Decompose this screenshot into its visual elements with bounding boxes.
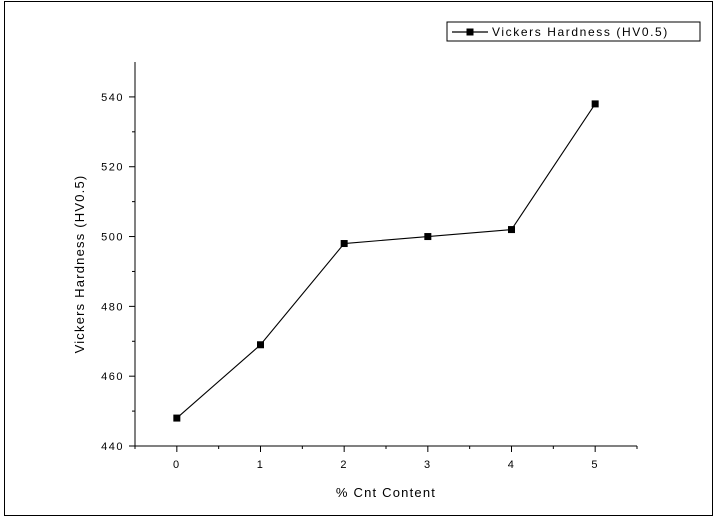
data-point-marker — [173, 414, 181, 422]
x-tick-label: 0 — [173, 459, 181, 471]
x-tick-label: 4 — [508, 459, 516, 471]
y-ticks: 440 460 480 500 520 540 — [101, 92, 135, 453]
x-ticks: 0 1 2 3 4 5 — [134, 446, 638, 471]
data-point-marker — [340, 240, 348, 248]
y-tick-label: 480 — [101, 301, 124, 313]
data-point-marker — [591, 100, 599, 108]
series-layer — [173, 100, 599, 422]
y-tick-label: 460 — [101, 371, 124, 383]
x-tick-label: 2 — [340, 459, 348, 471]
x-tick-label: 3 — [424, 459, 432, 471]
x-tick-label: 1 — [257, 459, 265, 471]
data-point-marker — [508, 226, 515, 234]
legend: Vickers Hardness (HV0.5) — [446, 21, 701, 42]
legend-marker-swatch — [466, 28, 474, 36]
y-axis-label: Vickers Hardness (HV0.5) — [72, 175, 87, 354]
x-axis-label: % Cnt Content — [336, 485, 436, 500]
x-tick-label: 5 — [591, 459, 599, 471]
legend-label: Vickers Hardness (HV0.5) — [492, 25, 669, 39]
data-point-marker — [257, 341, 264, 349]
y-tick-label: 540 — [101, 92, 124, 104]
y-tick-label: 520 — [101, 162, 124, 174]
series-line — [176, 103, 596, 419]
y-tick-label: 500 — [101, 232, 124, 244]
y-tick-label: 440 — [101, 441, 124, 453]
data-point-marker — [424, 233, 432, 241]
legend-box — [446, 21, 701, 42]
chart-frame — [4, 1, 713, 516]
